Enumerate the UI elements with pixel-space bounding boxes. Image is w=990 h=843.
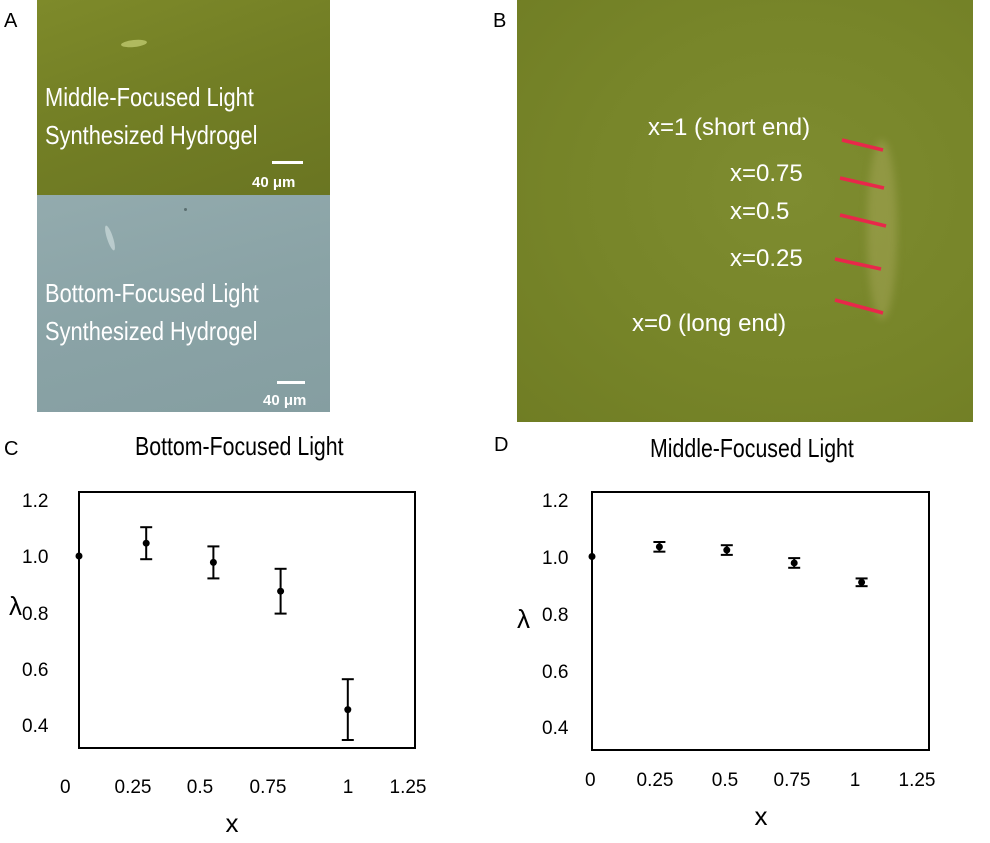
data-point (277, 587, 285, 595)
chart-d-title: Middle-Focused Light (650, 433, 854, 463)
data-point (588, 553, 596, 560)
micrograph-label-line-2: Synthesized Hydrogel (45, 120, 258, 150)
x-tick-label: 1 (343, 777, 354, 798)
panel-label-a: A (4, 10, 18, 32)
x-tick-label: 0 (60, 777, 71, 798)
position-marker-x075 (839, 176, 885, 190)
debris-speck (184, 208, 187, 211)
position-label-x025: x=0.25 (730, 245, 803, 272)
chart-c-title: Bottom-Focused Light (135, 431, 344, 461)
y-tick-label: 0.6 (22, 660, 48, 681)
y-tick-label: 1.2 (542, 491, 568, 512)
y-tick-label: 0.4 (542, 718, 569, 739)
y-tick-label: 0.8 (542, 605, 568, 626)
position-marker-x025 (834, 257, 882, 271)
micrograph-label-line-2: Synthesized Hydrogel (45, 316, 258, 346)
x-tick-label: 0.5 (187, 777, 213, 798)
y-tick-label: 0.4 (22, 716, 49, 737)
data-point (209, 558, 217, 566)
x-tick-label: 1.25 (899, 770, 936, 791)
hydrogel-position-micrograph: x=1 (short end) x=0.75 x=0.5 x=0.25 x=0 … (517, 0, 973, 422)
x-tick-label: 0 (585, 770, 596, 791)
x-tick-label: 0.25 (115, 777, 152, 798)
y-tick-label: 1.2 (22, 491, 48, 512)
bottom-focused-micrograph: Bottom-Focused Light Synthesized Hydroge… (37, 195, 330, 412)
micrograph-label-line-1: Middle-Focused Light (45, 82, 254, 112)
y-tick-label: 1.0 (22, 547, 48, 568)
position-marker-x1 (841, 138, 884, 152)
hydrogel-edge-glow (867, 140, 897, 320)
x-tick-label: 0.75 (774, 770, 811, 791)
panel-label-d: D (494, 434, 509, 456)
x-tick-label: 0.75 (250, 777, 287, 798)
y-axis-label: λ (9, 591, 22, 621)
y-axis-label: λ (517, 604, 530, 634)
x-axis-label: x (226, 808, 239, 838)
y-tick-label: 0.8 (22, 604, 48, 625)
position-marker-x0 (834, 298, 884, 315)
data-point (655, 543, 663, 551)
data-point (858, 578, 866, 586)
scale-bar (272, 161, 303, 164)
data-point (75, 552, 83, 560)
plot-frame (78, 491, 416, 749)
y-tick-label: 1.0 (542, 548, 568, 569)
x-tick-label: 0.25 (637, 770, 674, 791)
x-axis-label: x (755, 801, 768, 831)
x-tick-label: 0.5 (712, 770, 738, 791)
panel-label-b: B (493, 10, 507, 32)
x-tick-label: 1.25 (390, 777, 427, 798)
panel-label-c: C (4, 438, 19, 460)
micrograph-label-line-1: Bottom-Focused Light (45, 278, 259, 308)
x-tick-label: 1 (850, 770, 861, 791)
data-point (790, 559, 798, 567)
data-point (142, 539, 150, 547)
position-label-x05: x=0.5 (730, 198, 790, 225)
y-tick-label: 0.6 (542, 662, 568, 683)
scale-bar-label: 40 μm (263, 392, 307, 409)
position-label-x075: x=0.75 (730, 160, 803, 187)
scale-bar-label: 40 μm (252, 174, 296, 191)
position-label-x1: x=1 (short end) (648, 114, 811, 141)
middle-focused-micrograph: Middle-Focused Light Synthesized Hydroge… (37, 0, 330, 195)
data-point (344, 706, 352, 714)
position-marker-x05 (839, 213, 887, 228)
position-markers (834, 138, 887, 315)
data-point (723, 546, 731, 554)
plot-frame (591, 491, 930, 751)
scale-bar (277, 381, 305, 384)
position-label-x0: x=0 (long end) (632, 310, 787, 337)
